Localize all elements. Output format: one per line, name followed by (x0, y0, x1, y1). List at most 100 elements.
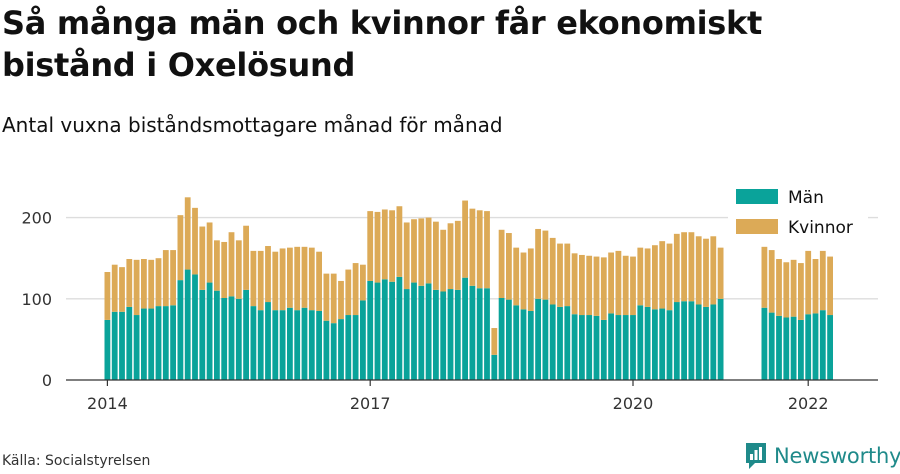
bar-man (819, 310, 826, 380)
bar-kvinnor (170, 250, 176, 306)
bar-man (403, 289, 410, 380)
y-axis-ticks: 0 100 200 (21, 209, 52, 390)
bar-man (374, 282, 381, 380)
bar-kvinnor (491, 328, 498, 355)
bar-kvinnor (104, 272, 111, 320)
bar-kvinnor (812, 259, 819, 314)
bar-man (235, 298, 242, 380)
bar-man (630, 315, 636, 380)
bar-kvinnor (564, 243, 571, 307)
bar-man (199, 289, 206, 380)
bar-kvinnor (411, 219, 417, 283)
bar-man (513, 305, 520, 380)
bar-man (476, 288, 483, 380)
bar-kvinnor (199, 226, 206, 290)
bar-kvinnor (272, 251, 279, 311)
bar-man (338, 319, 344, 380)
bar-kvinnor (608, 252, 614, 314)
x-tick-label: 2020 (613, 394, 654, 413)
bar-kvinnor (206, 222, 213, 283)
bar-man (206, 282, 213, 380)
bar-man (571, 314, 578, 380)
bar-man (141, 308, 147, 380)
bar-man (535, 298, 541, 380)
bar-man (360, 300, 366, 380)
bar-man (119, 311, 125, 380)
bar-man (126, 306, 133, 380)
bar-kvinnor (557, 243, 563, 307)
bar-man (221, 297, 228, 380)
bar-man (462, 277, 468, 380)
bar-man (622, 315, 629, 380)
bar-kvinnor (549, 237, 556, 305)
bar-kvinnor (695, 236, 702, 305)
bar-kvinnor (177, 215, 184, 281)
bar-man (345, 315, 352, 380)
bar-kvinnor (257, 250, 264, 311)
bar-kvinnor (345, 269, 352, 316)
bar-kvinnor (615, 250, 622, 316)
bar-kvinnor (184, 197, 191, 270)
bar-man (279, 310, 286, 380)
bar-kvinnor (571, 253, 578, 315)
legend-label-kvinnor: Kvinnor (788, 218, 853, 238)
bar-kvinnor (323, 273, 330, 321)
bar-kvinnor (542, 230, 549, 300)
brand-logo[interactable]: Newsworthy (744, 441, 900, 471)
bar-kvinnor (819, 250, 826, 311)
bar-man (644, 306, 651, 380)
bar-man (673, 302, 680, 380)
bar-kvinnor (192, 207, 198, 275)
bar-man (542, 299, 549, 380)
newsworthy-logo-icon (746, 443, 766, 469)
bar-man (549, 304, 556, 380)
bar-kvinnor (717, 247, 724, 299)
bar-kvinnor (330, 273, 337, 324)
bar-man (411, 282, 417, 380)
bar-man (484, 288, 490, 380)
chart-subtitle: Antal vuxna biståndsmottagare månad för … (2, 113, 503, 137)
bar-kvinnor (214, 240, 220, 291)
bar-kvinnor (798, 263, 804, 320)
bar-man (790, 316, 797, 380)
bar-man (170, 305, 176, 380)
bar-kvinnor (469, 208, 476, 286)
bar-man (265, 302, 271, 380)
bar-kvinnor (141, 259, 147, 309)
bar-man (418, 285, 425, 380)
bar-kvinnor (352, 263, 359, 316)
bar-kvinnor (805, 250, 812, 315)
page-title: Så många män och kvinnor får ekonomiskt … (2, 4, 763, 84)
bar-man (111, 311, 118, 380)
bar-man (520, 309, 527, 380)
bar-kvinnor (688, 232, 695, 302)
bar-man (761, 307, 768, 380)
bar-kvinnor (133, 259, 140, 316)
bar-man (162, 306, 169, 380)
bar-man (440, 291, 447, 380)
bar-kvinnor (403, 222, 410, 290)
bar-kvinnor (783, 262, 790, 318)
bar-kvinnor (367, 211, 374, 281)
bar-kvinnor (600, 257, 607, 320)
bar-kvinnor (630, 256, 636, 316)
bar-kvinnor (579, 254, 585, 316)
bar-man (564, 306, 571, 380)
y-tick-label: 0 (42, 371, 52, 390)
bar-man (454, 289, 461, 380)
bar-kvinnor (228, 232, 235, 297)
bar-man (177, 280, 184, 380)
bar-kvinnor (622, 255, 629, 316)
bar-kvinnor (593, 256, 600, 316)
bar-man (396, 276, 403, 380)
bar-kvinnor (360, 264, 366, 301)
bar-kvinnor (279, 248, 286, 311)
bar-man (812, 313, 819, 380)
bar-kvinnor (637, 247, 644, 306)
brand-name: Newsworthy (774, 444, 900, 468)
bar-man (659, 308, 666, 380)
bar-kvinnor (418, 218, 425, 286)
bar-man (323, 320, 330, 380)
bar-man (710, 304, 717, 380)
bar-man (250, 306, 257, 380)
